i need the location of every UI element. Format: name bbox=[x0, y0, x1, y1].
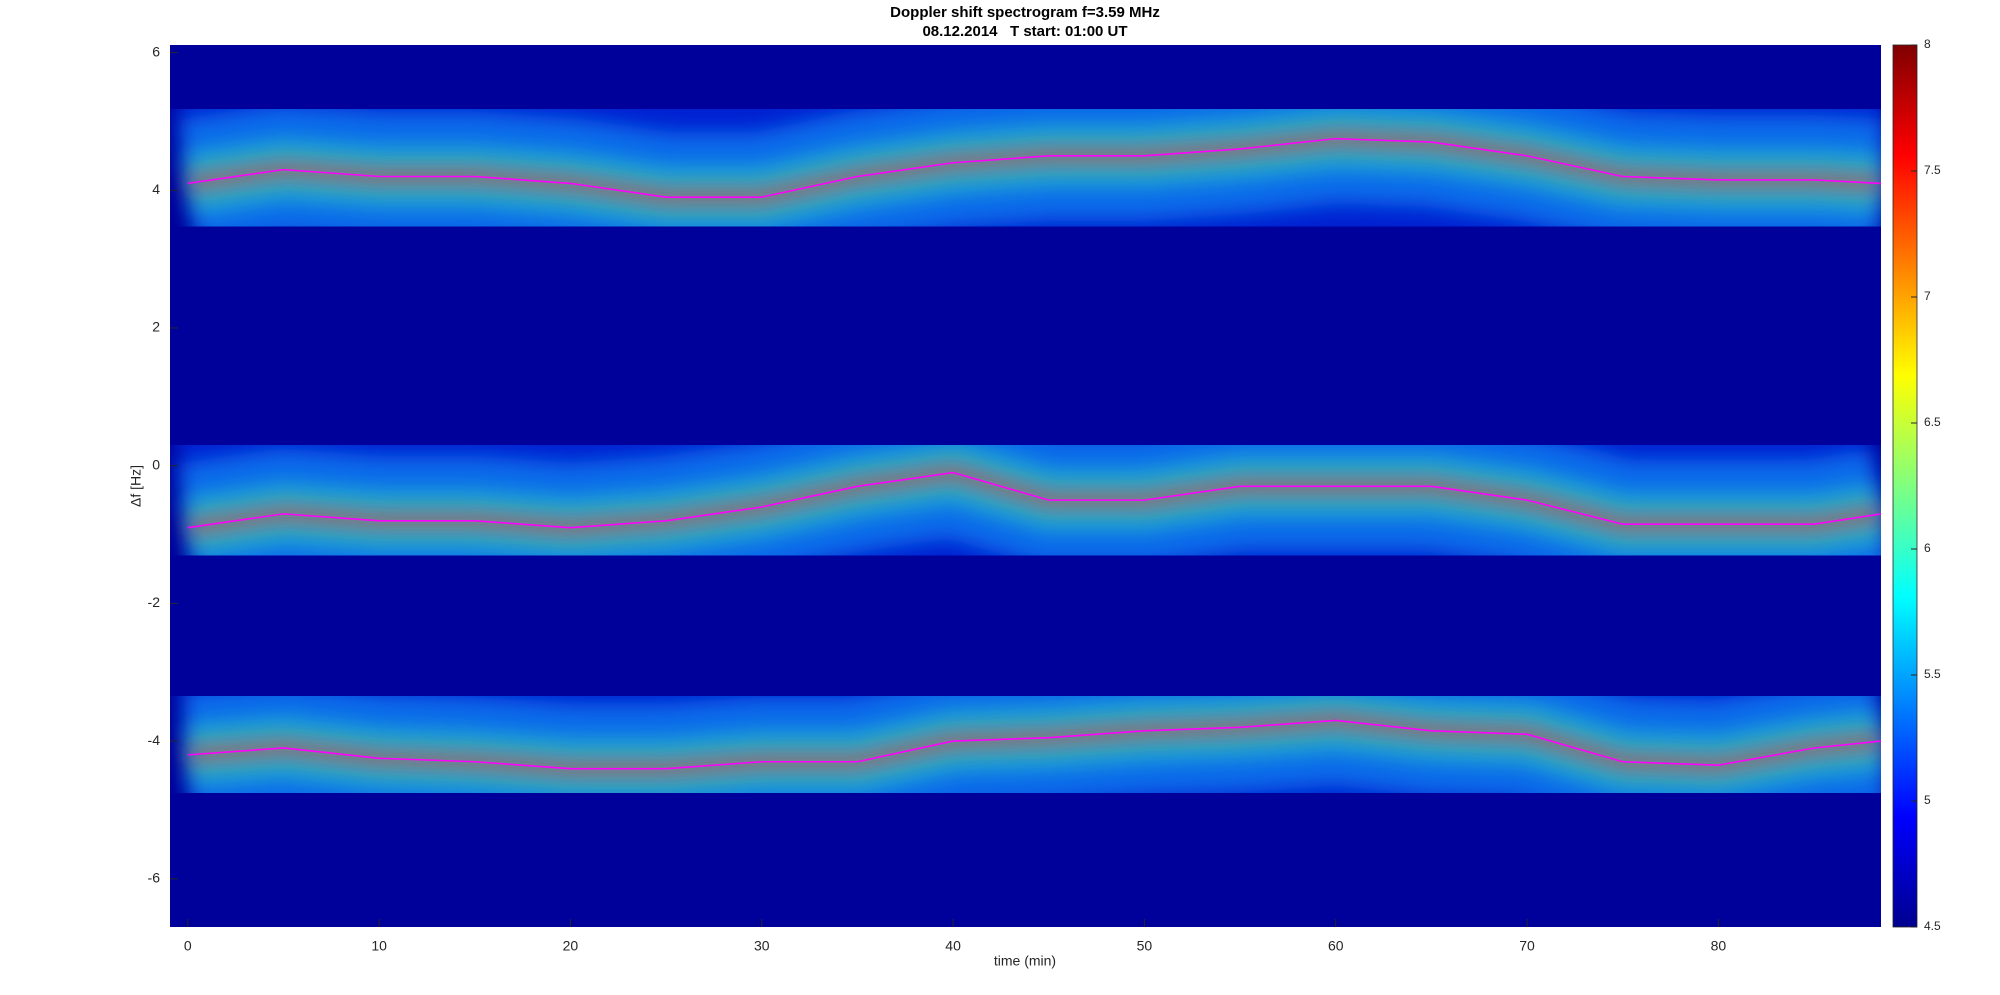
colorbar-tick-label: 7 bbox=[1924, 289, 1931, 303]
y-axis-label: Δf [Hz] bbox=[128, 465, 144, 507]
x-tick-label: 50 bbox=[1137, 938, 1153, 954]
colorbar-tick-label: 6 bbox=[1924, 541, 1931, 555]
colorbar-tick-label: 6.5 bbox=[1924, 415, 1941, 429]
x-tick-label: 30 bbox=[754, 938, 770, 954]
y-tick-label: 6 bbox=[152, 43, 160, 59]
y-tick-label: 2 bbox=[152, 319, 160, 335]
chart-title: Doppler shift spectrogram f=3.59 MHz bbox=[890, 4, 1160, 21]
y-tick-label: -2 bbox=[148, 594, 161, 610]
trace-line bbox=[187, 471, 1881, 529]
trace-line bbox=[187, 719, 1881, 770]
x-tick-label: 60 bbox=[1328, 938, 1344, 954]
x-tick-label: 0 bbox=[184, 938, 192, 954]
y-tick-label: 4 bbox=[152, 181, 160, 197]
x-axis-label: time (min) bbox=[994, 953, 1056, 969]
colorbar-tick-label: 7.5 bbox=[1924, 163, 1941, 177]
plot-area bbox=[170, 45, 1881, 884]
colorbar bbox=[1892, 44, 1918, 928]
x-tick-label: 20 bbox=[563, 938, 579, 954]
x-tick-label: 70 bbox=[1519, 938, 1535, 954]
y-tick-label: -6 bbox=[148, 870, 161, 886]
colorbar-tick-label: 5 bbox=[1924, 793, 1931, 807]
y-tick-label: 0 bbox=[152, 456, 160, 472]
colorbar-tick-label: 5.5 bbox=[1924, 667, 1941, 681]
chart-subtitle: 08.12.2014 T start: 01:00 UT bbox=[922, 23, 1127, 40]
x-tick-label: 40 bbox=[945, 938, 961, 954]
trace-line bbox=[187, 137, 1881, 198]
y-tick-label: -4 bbox=[148, 732, 161, 748]
colorbar-tick-label: 8 bbox=[1924, 37, 1931, 51]
x-tick-label: 10 bbox=[371, 938, 387, 954]
x-tick-label: 80 bbox=[1711, 938, 1727, 954]
colorbar-tick-label: 4.5 bbox=[1924, 919, 1941, 933]
